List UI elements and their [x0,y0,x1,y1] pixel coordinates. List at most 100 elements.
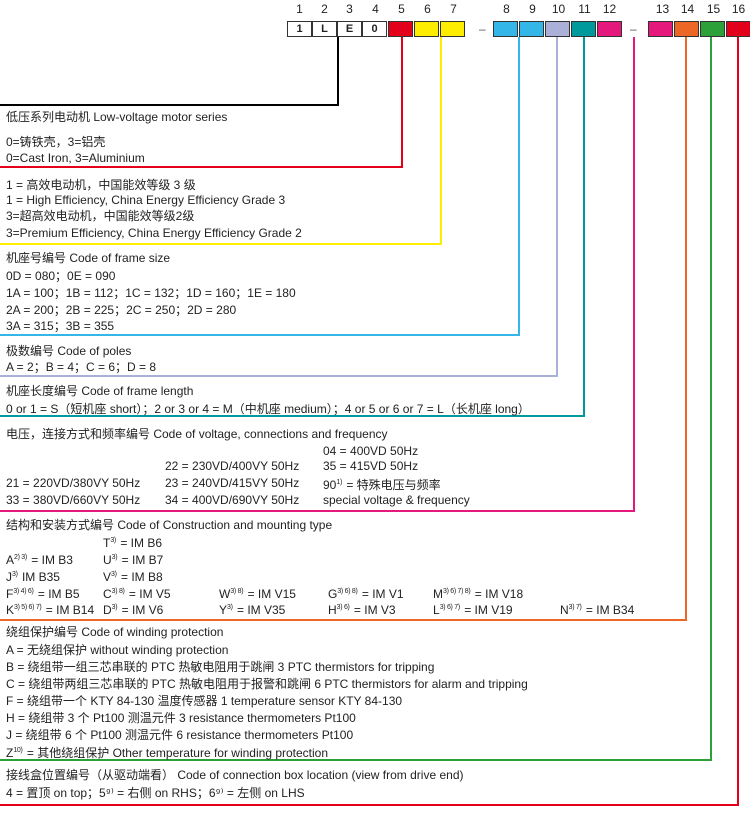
footnote: 3) 8) [230,588,244,595]
code: K [6,603,15,617]
code-box-3: E [337,21,362,37]
code-box-6 [414,21,439,37]
construction-item: D3) = IM V6 [103,601,163,617]
footnote: 3) 6) [336,604,350,611]
connector-black-h [0,104,339,106]
connector-teal-v [583,37,585,416]
footnote: 3) [12,571,18,578]
voltage-title: 电压，连接方式和频率编号 Code of voltage, connection… [6,427,388,441]
connector-orange-v [685,37,687,620]
text: = IM V3 [353,603,396,617]
connector-red2-v [737,37,739,805]
pos-14: 14 [680,2,695,16]
winding-title: 绕组保护编号 Code of winding protection [6,625,224,639]
connector-red-v [401,37,403,168]
code: 90 [323,478,337,492]
text: = IM V35 [236,603,286,617]
code: F [6,587,14,601]
code: V [103,570,112,584]
code-box-15 [700,21,725,37]
construction-item: M3) 6) 7) 8) = IM V18 [433,585,523,601]
text: = 特殊电压与频率 [346,478,441,492]
text: = IM V5 [128,587,171,601]
code: U [103,553,112,567]
winding-line: B = 绕组带一组三芯串联的 PTC 热敏电阻用于跳闸 3 PTC thermi… [6,660,435,674]
pos-2: 2 [321,2,328,16]
footnote: 3) 4) 6) [13,588,34,595]
code-box-14 [674,21,699,37]
pos-1: 1 [296,2,303,16]
code-box-2: L [312,21,337,37]
frame-size-line: 2A = 200；2B = 225；2C = 250；2D = 280 [6,303,237,317]
winding-line: A = 无绕组保护 without winding protection [6,643,229,657]
frame-size-line: 1A = 100；1B = 112；1C = 132；1D = 160；1E =… [6,286,296,300]
footnote: 3) 6) 7) [439,604,460,611]
text: = IM V18 [474,587,524,601]
code: W [219,587,231,601]
frame-size-title: 机座号编号 Code of frame size [6,251,171,265]
text: = IM B14 [45,603,95,617]
connection-box-title: 接线盒位置编号（从驱动端看） Code of connection box lo… [6,768,464,782]
text: = IM B8 [120,570,163,584]
connector-yellow-h [0,243,442,245]
code-box-10 [545,21,570,37]
efficiency-line: 3=Premium Efficiency, China Energy Effic… [6,226,302,240]
construction-item: W3) 8) = IM V15 [219,585,296,601]
text: = IM V1 [361,587,404,601]
separator-dash-2: – [630,22,637,36]
text: IM B35 [21,570,60,584]
separator-dash-1: – [479,22,486,36]
connector-orange-h [0,619,687,621]
construction-item: J3) IM B35 [6,568,60,584]
code: L [433,603,440,617]
pos-3: 3 [346,2,353,16]
footnote: 10) [13,747,23,754]
connector-green-v [710,37,712,760]
winding-line: H = 绕组带 3 个 Pt100 测温元件 3 resistance ther… [6,711,356,725]
pos-4: 4 [372,2,379,16]
winding-line: C = 绕组带两组三芯串联的 PTC 热敏电阻用于报警和跳闸 6 PTC the… [6,677,528,691]
code: T [103,536,111,550]
code-box-13 [648,21,673,37]
pos-15: 15 [706,2,721,16]
code: Y [219,603,228,617]
footnote: 2) 3) [14,554,27,561]
footnote: 3) 7) [568,604,582,611]
footnote: 1) [336,479,342,486]
text: = IM V15 [247,587,296,601]
voltage-special: special voltage & frequency [323,493,470,507]
code: H [328,603,337,617]
construction-item: H3) 6) = IM V3 [328,601,396,617]
voltage-33: 33 = 380VD/660VY 50Hz [6,493,141,507]
connector-blue-h [0,334,520,336]
construction-item: V3) = IM B8 [103,568,163,584]
connector-teal-h [0,415,585,417]
connector-blue-v [518,37,520,335]
voltage-34: 34 = 400VD/690VY 50Hz [165,493,300,507]
code: G [328,587,338,601]
code: A [6,553,15,567]
text: = IM B7 [121,553,164,567]
construction-item: G3) 6) 8) = IM V1 [328,585,404,601]
winding-line-z: Z10) = 其他绕组保护 Other temperature for wind… [6,744,328,760]
connector-green-h [0,759,712,761]
construction-item: A2) 3) = IM B3 [6,551,73,567]
frame-size-line: 3A = 315；3B = 355 [6,319,115,333]
footnote: 3) [111,571,117,578]
code: C [103,587,112,601]
pos-6: 6 [424,2,431,16]
connection-box-line: 4 = 置顶 on top；5⁹⁾ = 右侧 on RHS；6⁹⁾ = 左侧 o… [6,786,305,800]
construction-item: L3) 6) 7) = IM V19 [433,601,513,617]
poles-title: 极数编号 Code of poles [6,344,132,358]
pos-7: 7 [450,2,457,16]
voltage-21: 21 = 220VD/380VY 50Hz [6,476,141,490]
construction-item: C3) 8) = IM V5 [103,585,171,601]
housing-line: 0=Cast Iron, 3=Aluminium [6,151,145,165]
pos-12: 12 [602,2,617,16]
footnote: 3) 6) 7) 8) [443,588,471,595]
code-box-1: 1 [287,21,312,37]
pos-16: 16 [731,2,746,16]
efficiency-line: 1 = 高效电动机，中国能效等级 3 级 [6,178,196,192]
pos-10: 10 [551,2,566,16]
housing-line: 0=铸铁壳，3=铝壳 [6,135,106,149]
